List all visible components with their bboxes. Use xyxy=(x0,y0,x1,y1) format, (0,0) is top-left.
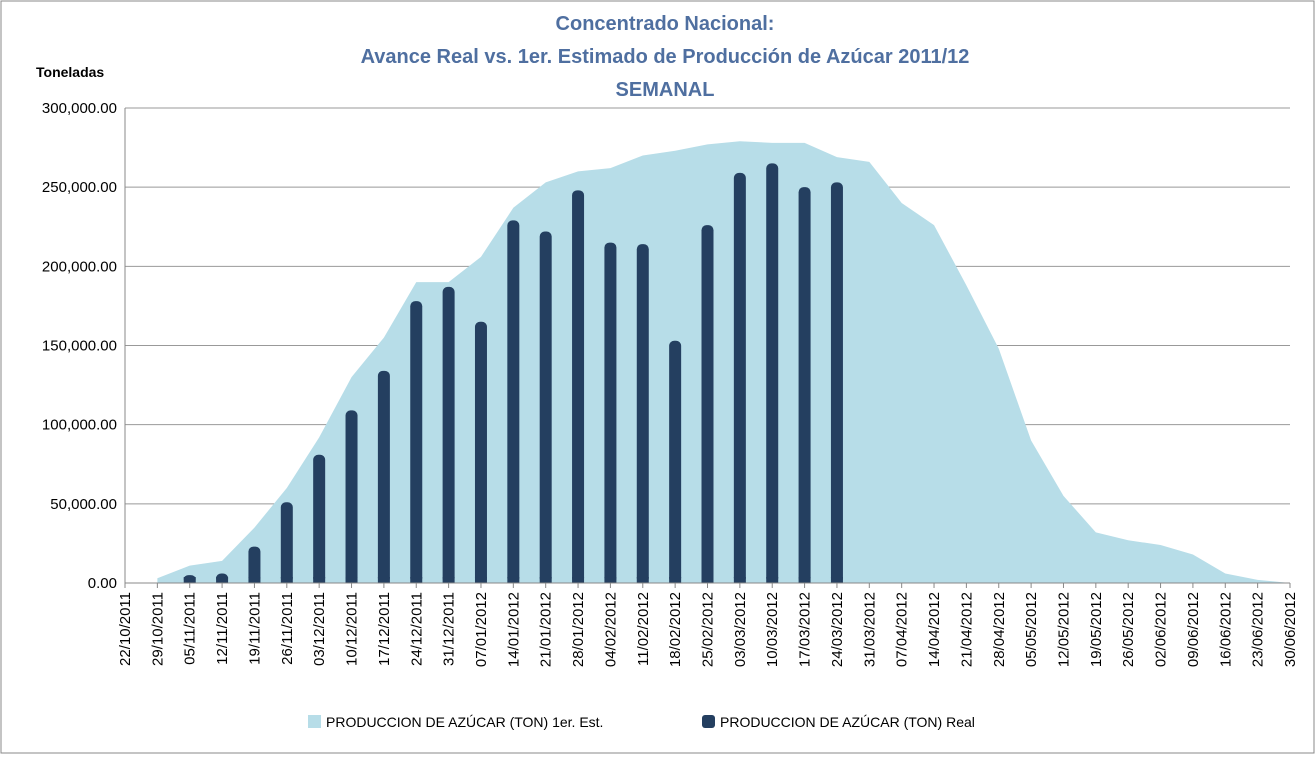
area xyxy=(157,141,1291,583)
bar xyxy=(410,301,423,583)
x-tick-label: 03/03/2012 xyxy=(732,592,749,667)
x-tick-label: 04/02/2012 xyxy=(602,592,619,667)
x-tick-label: 07/01/2012 xyxy=(473,592,490,667)
x-tick-label: 12/11/2011 xyxy=(214,592,231,665)
x-tick-label: 21/04/2012 xyxy=(958,592,975,667)
x-tick-label: 31/03/2012 xyxy=(861,592,878,667)
bar xyxy=(248,546,261,583)
x-tick-label: 22/10/2011 xyxy=(117,592,134,666)
bar xyxy=(377,370,390,583)
bar-base xyxy=(798,577,811,583)
bar xyxy=(474,321,487,583)
bar-base xyxy=(442,577,455,583)
bar xyxy=(636,244,649,583)
x-tick-label: 10/12/2011 xyxy=(344,592,361,666)
x-tick-label: 12/05/2012 xyxy=(1055,592,1072,667)
bar xyxy=(280,502,293,583)
bar xyxy=(669,340,682,583)
bar-base xyxy=(572,577,585,583)
x-tick-label: 26/05/2012 xyxy=(1120,592,1137,667)
bar-base xyxy=(604,577,617,583)
bar xyxy=(442,286,455,583)
chart-title: SEMANAL xyxy=(616,79,715,101)
bar-base xyxy=(410,577,423,583)
bar xyxy=(604,242,617,584)
y-axis-label: Toneladas xyxy=(36,64,104,80)
legend-label: PRODUCCION DE AZÚCAR (TON) 1er. Est. xyxy=(326,714,603,730)
bar-base xyxy=(701,577,714,583)
bar xyxy=(507,220,520,583)
y-tick-label: 50,000.00 xyxy=(50,496,117,513)
legend-swatch xyxy=(702,715,715,728)
x-tick-label: 17/12/2011 xyxy=(376,592,393,666)
x-tick-label: 09/06/2012 xyxy=(1185,592,1202,667)
x-tick-label: 21/01/2012 xyxy=(538,592,555,667)
bar-base xyxy=(636,577,649,583)
x-tick-label: 24/03/2012 xyxy=(829,592,846,667)
x-tick-label: 28/01/2012 xyxy=(570,592,587,667)
x-tick-label: 19/11/2011 xyxy=(246,592,263,665)
bar-base xyxy=(474,577,487,583)
x-tick-label: 19/05/2012 xyxy=(1088,592,1105,667)
y-tick-label: 250,000.00 xyxy=(42,179,117,196)
bar-base xyxy=(183,577,196,583)
bar-base xyxy=(766,577,779,583)
x-tick-label: 05/05/2012 xyxy=(1023,592,1040,667)
x-tick-label: 03/12/2011 xyxy=(311,592,328,666)
y-tick-label: 0.00 xyxy=(88,575,117,592)
legend-label: PRODUCCION DE AZÚCAR (TON) Real xyxy=(720,714,975,730)
bar xyxy=(830,182,843,583)
bar-base xyxy=(830,577,843,583)
bar xyxy=(733,172,746,583)
y-tick-label: 300,000.00 xyxy=(42,100,117,117)
y-tick-label: 200,000.00 xyxy=(42,258,117,275)
x-tick-label: 14/04/2012 xyxy=(926,592,943,667)
legend-swatch xyxy=(308,715,321,728)
chart-title: Avance Real vs. 1er. Estimado de Producc… xyxy=(361,46,970,68)
bar-base xyxy=(280,577,293,583)
bar-base xyxy=(345,577,358,583)
bar-base xyxy=(669,577,682,583)
bar xyxy=(572,190,585,584)
bar xyxy=(701,225,714,583)
x-tick-label: 14/01/2012 xyxy=(505,592,522,667)
x-tick-label: 24/12/2011 xyxy=(408,592,425,666)
bar xyxy=(539,231,552,583)
bar-base xyxy=(248,577,261,583)
x-tick-label: 18/02/2012 xyxy=(667,592,684,667)
x-tick-label: 28/04/2012 xyxy=(991,592,1008,667)
x-tick-label: 05/11/2011 xyxy=(182,592,199,665)
x-tick-label: 02/06/2012 xyxy=(1153,592,1170,667)
bar xyxy=(313,454,326,583)
bar xyxy=(766,163,779,583)
x-tick-label: 10/03/2012 xyxy=(764,592,781,667)
x-tick-label: 26/11/2011 xyxy=(279,592,296,665)
x-tick-label: 23/06/2012 xyxy=(1250,592,1267,667)
bar-base xyxy=(313,577,326,583)
x-tick-label: 17/03/2012 xyxy=(797,592,814,667)
y-tick-label: 100,000.00 xyxy=(42,417,117,434)
bar-base xyxy=(377,577,390,583)
bar xyxy=(798,187,811,583)
bar-base xyxy=(216,577,229,583)
x-tick-label: 07/04/2012 xyxy=(894,592,911,667)
bar-base xyxy=(733,577,746,583)
x-tick-label: 11/02/2012 xyxy=(635,592,652,666)
x-tick-label: 25/02/2012 xyxy=(700,592,717,667)
bar-base xyxy=(539,577,552,583)
y-tick-label: 150,000.00 xyxy=(42,338,117,355)
x-tick-label: 16/06/2012 xyxy=(1217,592,1234,667)
chart-title: Concentrado Nacional: xyxy=(556,13,775,35)
bar-base xyxy=(507,577,520,583)
x-tick-label: 29/10/2011 xyxy=(149,592,166,666)
x-tick-label: 30/06/2012 xyxy=(1282,592,1299,667)
x-tick-label: 31/12/2011 xyxy=(441,592,458,666)
bar xyxy=(345,410,358,583)
